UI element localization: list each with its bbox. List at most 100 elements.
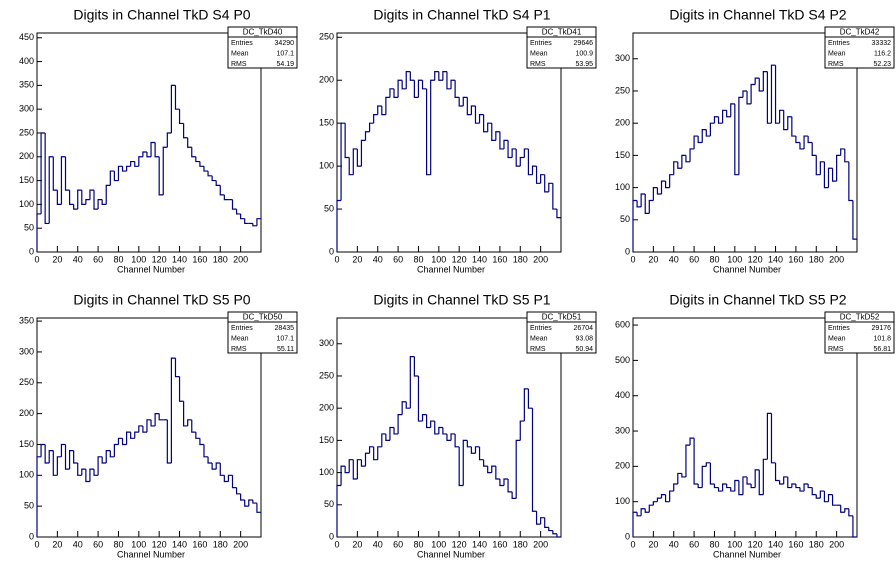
y-tick-label: 150 (615, 150, 630, 160)
histogram-bin (36, 213, 42, 252)
x-tick-label: 140 (472, 539, 487, 549)
y-tick-label: 0 (625, 246, 630, 256)
stats-value: 107.1 (276, 50, 294, 57)
histogram-bin (417, 375, 423, 422)
x-tick-label: 140 (768, 254, 783, 264)
histogram-bin (340, 122, 346, 201)
histogram-bin (89, 468, 95, 482)
x-tick-label: 0 (630, 254, 635, 264)
x-tick-label: 200 (233, 539, 248, 549)
histogram-bin (844, 508, 849, 513)
histogram-bin (527, 148, 533, 176)
histogram-bin (373, 113, 378, 124)
histogram-bin (434, 71, 439, 81)
histogram-bin (483, 459, 488, 467)
histogram-bin (121, 438, 127, 446)
histogram-bin (240, 213, 245, 220)
histogram-bin (507, 479, 513, 493)
histogram-bin (531, 408, 537, 512)
histogram-bin (503, 478, 509, 486)
histogram-bin (385, 96, 390, 115)
x-tick-label: 60 (393, 254, 403, 264)
histogram-bin (470, 446, 476, 454)
stats-value: 116.2 (874, 50, 891, 57)
histogram-bin (540, 517, 545, 525)
histogram-bin (491, 465, 496, 473)
y-tick-label: 100 (319, 160, 334, 170)
histogram-bin (421, 80, 427, 90)
histogram-bin (470, 105, 476, 115)
histogram-bin (154, 142, 160, 158)
histogram-bin (191, 419, 196, 433)
histogram-bin (689, 437, 695, 446)
histogram-bin (632, 199, 638, 252)
y-tick-label: 0 (29, 531, 34, 541)
histogram-bin (244, 499, 249, 507)
stats-label: Mean (231, 50, 249, 57)
histogram-bin (515, 148, 521, 167)
stats-label: Entries (828, 40, 850, 47)
histogram-bin (170, 357, 176, 463)
histogram-bin (85, 199, 90, 205)
stats-value: 56.81 (873, 346, 891, 353)
plot-frame (336, 32, 562, 253)
histogram-bin (848, 161, 853, 202)
histogram-bin (109, 170, 115, 186)
histogram-bin (405, 71, 411, 89)
histogram-bin (154, 413, 160, 426)
histogram-bin (681, 473, 686, 478)
histogram-bin (823, 161, 829, 189)
histogram-bin (134, 161, 139, 167)
stats-value: 26704 (574, 325, 594, 332)
histogram-bin (231, 475, 237, 489)
histogram-bin (219, 185, 225, 196)
histogram-bin (746, 90, 752, 105)
y-tick-label: 300 (615, 53, 630, 63)
stats-label: Mean (530, 50, 548, 57)
histogram-bin (527, 388, 533, 409)
histogram-bin (44, 132, 50, 225)
y-tick-label: 50 (24, 223, 34, 233)
histogram-bin (722, 483, 727, 492)
histogram-bin (709, 122, 715, 137)
y-tick-label: 300 (319, 338, 334, 348)
histogram-bin (713, 484, 719, 489)
histogram-bin (544, 517, 549, 528)
histogram-bin (819, 490, 825, 499)
histogram-bin (352, 459, 358, 480)
x-tick-label: 20 (648, 539, 658, 549)
plot-frame (336, 317, 562, 538)
histogram-bin (397, 79, 403, 98)
x-tick-label: 60 (689, 254, 699, 264)
histogram-bin (803, 135, 809, 149)
histogram-bin (48, 450, 54, 463)
histogram-bin (523, 388, 529, 422)
histogram-bin (770, 64, 776, 124)
y-tick-label: 200 (615, 461, 630, 471)
histogram-bin (734, 103, 739, 176)
x-tick-label: 100 (431, 254, 446, 264)
histogram-bin (235, 209, 241, 215)
stats-label: RMS (530, 61, 546, 68)
x-tick-label: 180 (809, 254, 824, 264)
x-tick-label: 200 (533, 254, 548, 264)
x-tick-label: 20 (648, 254, 658, 264)
stats-box (526, 26, 597, 69)
histogram-bin (191, 147, 196, 158)
y-tick-label: 250 (19, 377, 34, 387)
histogram-bin (799, 142, 805, 150)
histogram-bin (758, 469, 764, 496)
histogram-bin (556, 209, 561, 219)
y-tick-label: 100 (19, 199, 34, 209)
histogram-bin (348, 459, 354, 473)
histogram-bin (664, 181, 670, 189)
histogram-bin (685, 155, 691, 163)
histogram-bin (673, 161, 678, 175)
y-tick-label: 400 (19, 56, 34, 66)
histogram-bin (636, 512, 642, 517)
histogram-bin (762, 71, 768, 91)
histogram-bin (730, 103, 735, 117)
histogram-bin (523, 148, 529, 158)
histogram-bin (648, 199, 654, 214)
histogram-bin (219, 462, 225, 476)
